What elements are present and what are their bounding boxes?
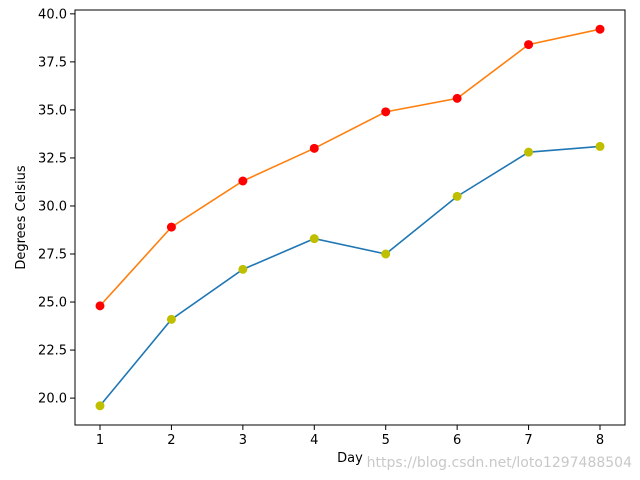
x-tick-label: 8 — [596, 433, 604, 448]
series-layer — [95, 24, 605, 411]
x-tick-label: 6 — [453, 433, 461, 448]
y-tick-label: 20.0 — [38, 392, 67, 407]
y-tick-label: 35.0 — [38, 103, 67, 118]
x-tick-label: 7 — [524, 433, 532, 448]
y-tick-label: 22.5 — [38, 344, 67, 359]
y-tick-label: 40.0 — [38, 7, 67, 22]
y-tick-label: 30.0 — [38, 199, 67, 214]
x-tick-label: 4 — [310, 433, 318, 448]
series-1-point — [238, 264, 248, 274]
series-2-point — [95, 301, 105, 311]
series-1-point — [95, 401, 105, 411]
y-tick-label: 37.5 — [38, 55, 67, 70]
series-1-point — [166, 314, 176, 324]
x-tick-label: 1 — [96, 433, 104, 448]
series-2-point — [452, 93, 462, 103]
series-line-1 — [99, 145, 601, 407]
series-2-point — [238, 176, 248, 186]
y-axis-label: Degrees Celsius — [14, 165, 29, 270]
series-2-point — [166, 222, 176, 232]
series-1-point — [452, 191, 462, 201]
x-tick-label: 3 — [239, 433, 247, 448]
series-line-2 — [99, 28, 601, 307]
x-axis: 1 2 3 4 5 6 7 8 — [96, 425, 604, 448]
series-1-point — [595, 141, 605, 151]
x-tick-label: 5 — [382, 433, 390, 448]
series-2-point — [381, 107, 391, 117]
y-tick-label: 32.5 — [38, 151, 67, 166]
y-axis: 20.0 22.5 25.0 27.5 30.0 32.5 35.0 37.5 40.0 — [38, 7, 75, 407]
y-tick-label: 27.5 — [38, 248, 67, 263]
watermark-text: https://blog.csdn.net/loto1297488504 — [367, 455, 632, 471]
series-1-point — [381, 249, 391, 259]
plot-area — [74, 9, 626, 426]
series-1-point — [524, 147, 534, 157]
series-1-point — [309, 234, 319, 244]
x-axis-label: Day — [337, 451, 363, 466]
x-tick-label: 2 — [167, 433, 175, 448]
series-2-point — [595, 24, 605, 34]
series-2-point — [309, 143, 319, 153]
y-tick-label: 25.0 — [38, 296, 67, 311]
series-2-point — [524, 40, 534, 50]
